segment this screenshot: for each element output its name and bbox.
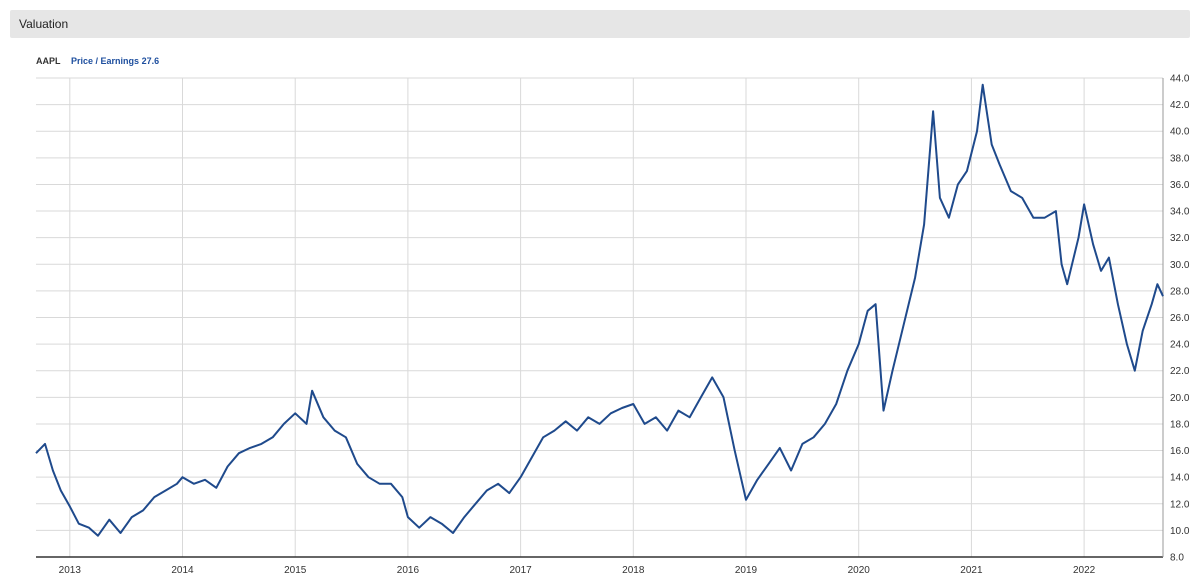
x-tick-label: 2021 [960,565,983,576]
y-tick-label: 38.0 [1170,153,1190,164]
x-tick-label: 2022 [1073,565,1096,576]
section-header: Valuation [10,10,1190,38]
x-tick-label: 2018 [622,565,645,576]
y-tick-label: 12.0 [1170,499,1190,510]
x-tick-label: 2017 [509,565,532,576]
y-tick-label: 26.0 [1170,313,1190,324]
y-tick-label: 22.0 [1170,366,1190,377]
x-tick-label: 2020 [848,565,871,576]
y-tick-label: 28.0 [1170,286,1190,297]
y-tick-label: 34.0 [1170,207,1190,218]
y-tick-label: 24.0 [1170,340,1190,351]
y-tick-label: 42.0 [1170,100,1190,111]
chart-legend: AAPL Price / Earnings 27.6 [36,56,159,66]
y-tick-label: 20.0 [1170,393,1190,404]
legend-metric[interactable]: Price / Earnings 27.6 [71,56,159,66]
y-tick-label: 18.0 [1170,419,1190,430]
x-tick-label: 2016 [397,565,420,576]
y-tick-label: 10.0 [1170,526,1190,537]
y-tick-label: 30.0 [1170,260,1190,271]
legend-metric-value: 27.6 [141,56,160,66]
x-tick-label: 2019 [735,565,758,576]
y-tick-label: 8.0 [1170,553,1184,564]
y-tick-label: 32.0 [1170,233,1190,244]
x-tick-label: 2014 [171,565,194,576]
y-tick-label: 40.0 [1170,127,1190,138]
x-tick-label: 2015 [284,565,307,576]
y-tick-label: 36.0 [1170,180,1190,191]
y-tick-label: 16.0 [1170,446,1190,457]
section-title: Valuation [19,17,69,31]
x-tick-label: 2013 [59,565,82,576]
legend-ticker: AAPL [36,56,61,66]
series-line [35,83,1164,537]
y-tick-label: 14.0 [1170,473,1190,484]
legend-metric-label: Price / Earnings [71,56,140,66]
y-tick-label: 44.0 [1170,74,1190,85]
